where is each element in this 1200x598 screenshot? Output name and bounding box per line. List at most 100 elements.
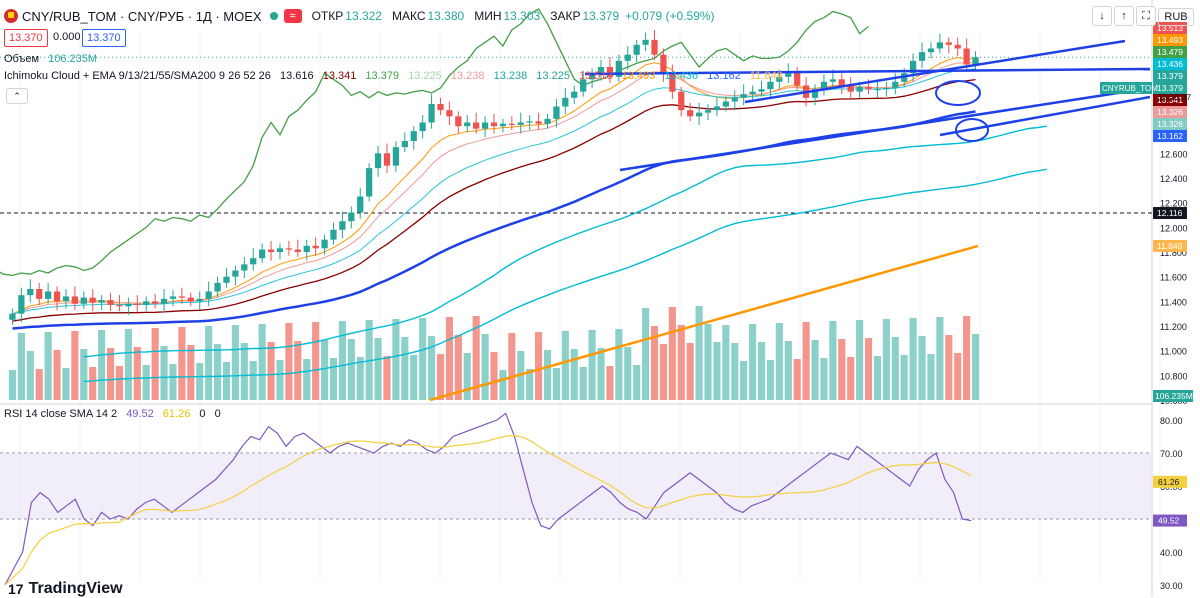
candle-body — [927, 48, 935, 53]
wave-icon[interactable]: ≈ — [283, 9, 302, 23]
candle-body — [232, 270, 239, 277]
volume-bar — [160, 346, 168, 400]
price-tick-label: 12.200 — [1160, 199, 1188, 209]
volume-bar — [392, 319, 400, 400]
fullscreen-icon[interactable]: ⛶ — [1136, 6, 1156, 26]
candle-body — [749, 91, 756, 95]
volume-bar — [365, 320, 373, 400]
volume-bar — [829, 321, 837, 400]
sell-button[interactable]: 13.370 — [4, 29, 48, 47]
low-value: 13.303 — [503, 9, 541, 23]
price-badge — [1153, 118, 1187, 130]
volume-bar — [374, 338, 382, 400]
volume-bar — [8, 370, 17, 400]
volume-bar — [213, 344, 222, 400]
volume-bar — [775, 323, 783, 400]
candle-body — [419, 122, 426, 132]
candle-body — [27, 289, 34, 296]
volume-bar — [240, 343, 248, 400]
volume-bar — [766, 360, 775, 400]
candle-body — [678, 91, 685, 111]
volume-bar — [971, 334, 980, 400]
rsi-legend[interactable]: RSI 14 close SMA 14 2 49.52 61.26 0 0 — [4, 408, 227, 420]
rsi-tick-label: 30.00 — [1160, 581, 1183, 591]
volume-bar — [570, 349, 578, 400]
volume-bar — [249, 361, 257, 400]
ema55-line — [12, 110, 976, 330]
volume-bar — [793, 359, 801, 400]
countdown-label: 15:15:37 — [1158, 92, 1191, 102]
price-badge-label: 13.479 — [1157, 47, 1183, 57]
share-icon[interactable]: ↑ — [1114, 6, 1134, 26]
price-badge-label: 13.326 — [1157, 119, 1183, 129]
rsi-tick-label: 40.00 — [1160, 548, 1183, 558]
price-badge — [1153, 239, 1187, 252]
indicator-legend[interactable]: Ichimoku Cloud + EMA 9/13/21/55/SMA200 9… — [4, 70, 789, 82]
volume-bar — [882, 319, 890, 400]
volume-bar — [891, 337, 899, 400]
collapse-legend-button[interactable]: ⌃ — [6, 88, 28, 104]
candle-body — [250, 258, 257, 265]
currency-selector[interactable]: RUB — [1158, 8, 1194, 26]
volume-bars — [8, 306, 980, 400]
candle-body — [553, 106, 560, 119]
rsi-lines — [4, 412, 972, 586]
candle-body — [954, 44, 961, 49]
candle-body — [383, 153, 391, 166]
candle-body — [374, 153, 382, 169]
volume-bar — [615, 329, 623, 400]
candle-body — [829, 79, 836, 82]
volume-bar — [321, 340, 329, 400]
buy-button[interactable]: 13.370 — [82, 29, 126, 47]
symbol-title[interactable]: CNY/RUB_TOM · CNY/РУБ · 1Д · MOEX — [22, 8, 262, 24]
circle-annotation — [955, 118, 989, 142]
download-icon[interactable]: ↓ — [1092, 6, 1112, 26]
volume-bar — [633, 365, 641, 400]
candle-body — [196, 298, 203, 302]
ind-val-0: 13.616 — [279, 70, 314, 82]
price-badge — [1153, 58, 1187, 70]
candle-body — [294, 249, 301, 252]
volume-bar — [543, 350, 552, 400]
volume-bar — [383, 356, 391, 400]
candle-body — [571, 91, 578, 98]
volume-bar — [552, 368, 560, 400]
volume-bar — [668, 307, 676, 400]
candle-body — [223, 276, 230, 283]
candle-body — [580, 79, 587, 92]
candle-body — [178, 296, 186, 298]
candle-body — [98, 300, 105, 303]
ind-val-1: 13.341 — [322, 70, 357, 82]
volume-bar — [276, 360, 284, 400]
open-label: ОТКР — [311, 9, 344, 23]
candle-body — [116, 305, 123, 307]
volume-bar — [472, 316, 480, 400]
senkou-b-line — [83, 168, 1048, 383]
chart-header: CNY/RUB_TOM · CNY/РУБ · 1Д · MOEX ≈ ОТКР… — [4, 6, 715, 26]
price-tick-label: 12.400 — [1160, 174, 1188, 184]
volume-bar — [704, 324, 712, 400]
volume-bar — [267, 342, 275, 400]
volume-bar — [26, 351, 34, 400]
volume-bar — [454, 335, 462, 400]
candle-body — [330, 229, 337, 240]
price-badge-label: 13.379 — [1157, 83, 1183, 93]
candle-body — [731, 97, 738, 102]
volume-bar — [820, 358, 828, 400]
ind-val-6: 13.225 — [536, 70, 570, 82]
price-tick-label: 11.200 — [1160, 322, 1187, 332]
volume-bar — [847, 357, 855, 400]
rsi-tick-label: 80.00 — [1160, 416, 1183, 426]
user-drawings[interactable] — [584, 39, 1151, 172]
volume-bar — [124, 329, 132, 400]
candle-body — [687, 110, 694, 117]
volume-bar — [312, 322, 320, 400]
volume-bar — [445, 317, 453, 400]
symbol-tag-label: CNYRUB_TOM — [1102, 84, 1158, 93]
candle-body — [918, 52, 926, 61]
volume-legend[interactable]: Объем 106.235M — [4, 53, 97, 65]
candle-body — [785, 73, 792, 77]
candle-body — [508, 123, 515, 125]
price-tick-label: 11.600 — [1160, 273, 1187, 283]
